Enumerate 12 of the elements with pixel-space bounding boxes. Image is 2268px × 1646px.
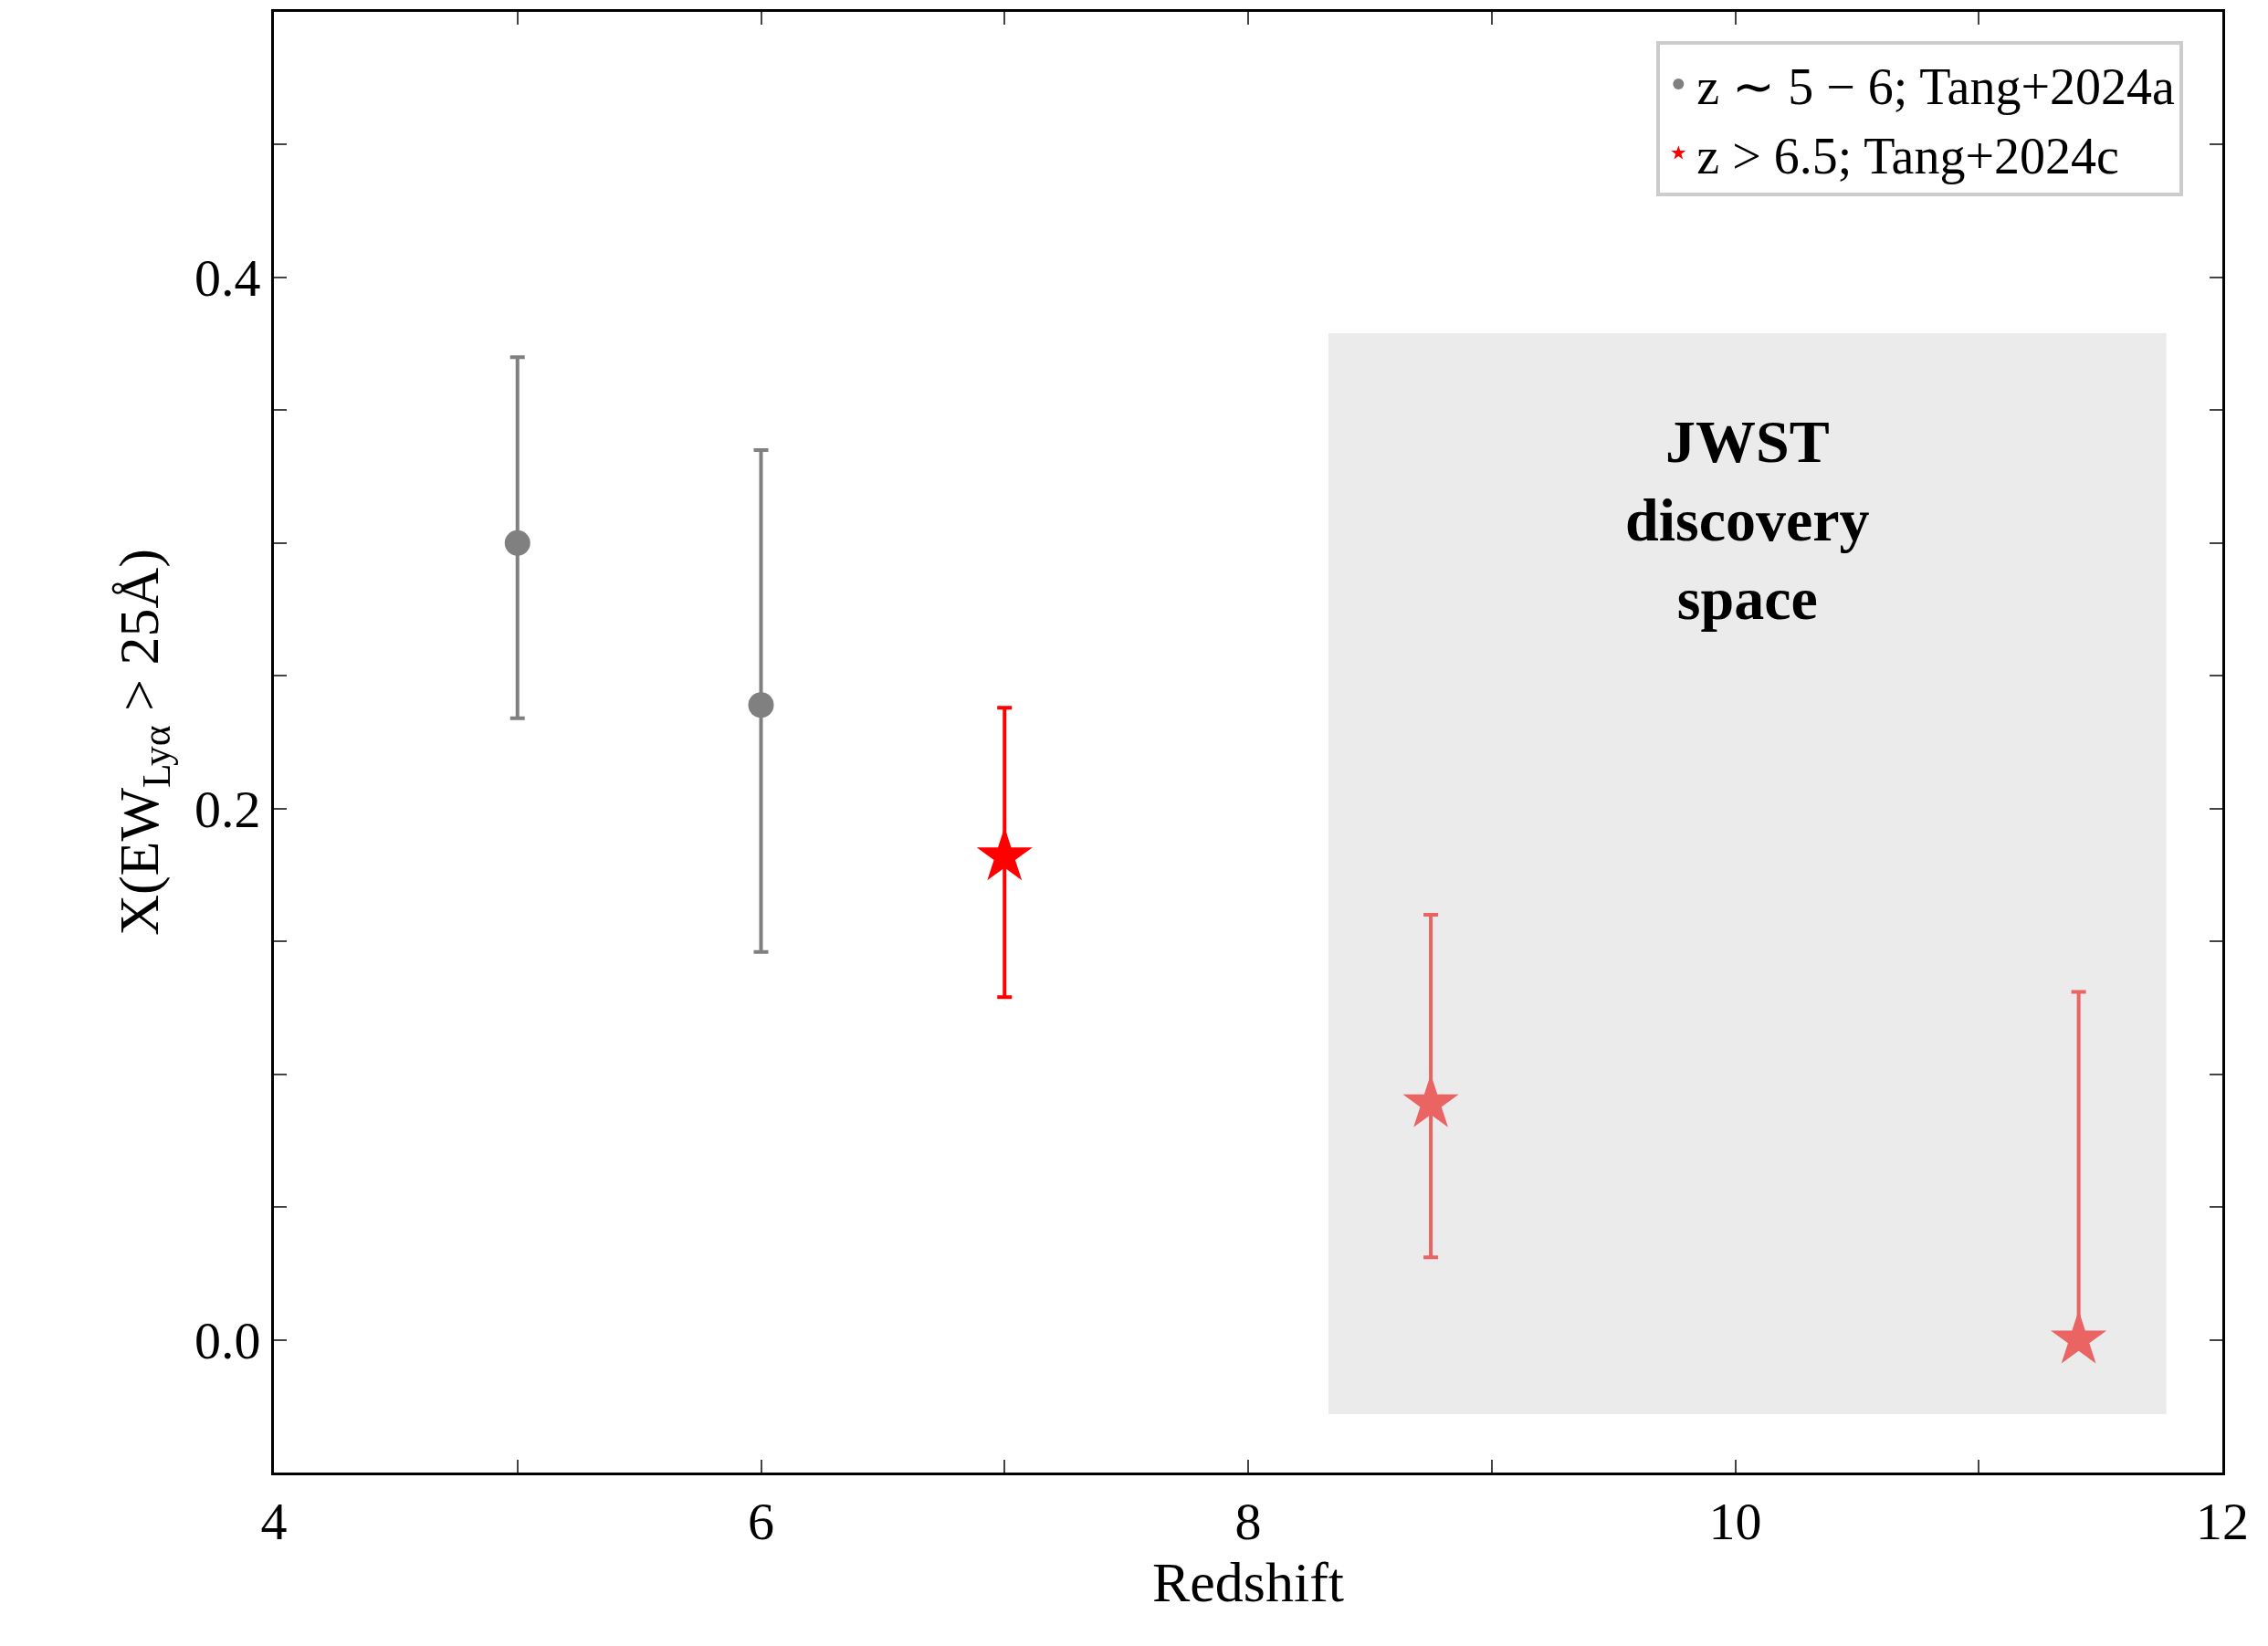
x-tick-label: 10 <box>1708 1491 1762 1551</box>
x-axis-title: Redshift <box>1151 1550 1345 1613</box>
legend-label: z > 6.5; Tang+2024c <box>1696 127 2119 184</box>
x-tick-label: 8 <box>1234 1491 1262 1551</box>
x-tick-label: 4 <box>260 1491 288 1551</box>
x-tick-label: 6 <box>748 1491 774 1551</box>
band-label: JWST discovery space <box>1625 408 1870 632</box>
x-tick-label: 12 <box>2196 1491 2249 1551</box>
y-tick-label: 0.0 <box>194 1310 261 1370</box>
legend-label: z ∼ 5 − 6; Tang+2024a <box>1696 58 2176 115</box>
y-tick-label: 0.2 <box>194 780 261 840</box>
y-tick-label: 0.4 <box>194 248 261 309</box>
